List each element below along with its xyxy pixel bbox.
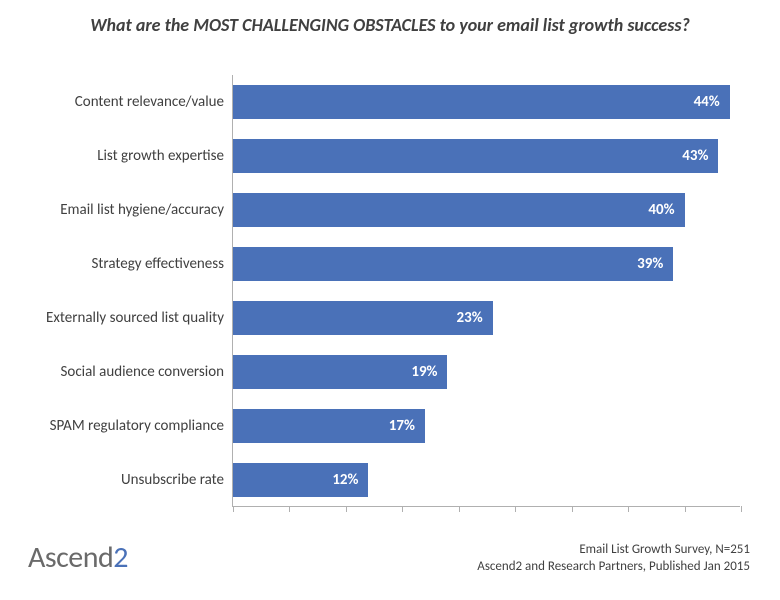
category-label: Email list hygiene/accuracy <box>4 202 224 219</box>
bar-value-label: 43% <box>682 147 708 165</box>
bar: 40% <box>233 193 685 227</box>
category-label: Social audience conversion <box>4 364 224 381</box>
bar-row: 40% <box>233 193 685 227</box>
bar-row: 17% <box>233 409 425 443</box>
bar-value-label: 44% <box>694 93 720 111</box>
bar-row: 44% <box>233 85 730 119</box>
x-tick <box>402 506 403 512</box>
bar-value-label: 12% <box>332 471 358 489</box>
logo-main: Ascend <box>28 539 113 576</box>
footer-attribution: Email List Growth Survey, N=251 Ascend2 … <box>477 541 750 576</box>
bar: 44% <box>233 85 730 119</box>
plot-area: 44% 43% 40% 39% 23% 19% 17% 12% <box>232 75 740 507</box>
x-tick <box>685 506 686 512</box>
bar-row: 23% <box>233 301 493 335</box>
x-tick <box>233 506 234 512</box>
x-tick <box>346 506 347 512</box>
chart-title: What are the MOST CHALLENGING OBSTACLES … <box>0 0 780 43</box>
bar-row: 19% <box>233 355 447 389</box>
footer-line-2: Ascend2 and Research Partners, Published… <box>477 558 750 576</box>
logo-accent: 2 <box>113 539 128 576</box>
category-label: SPAM regulatory compliance <box>4 418 224 435</box>
bar-value-label: 39% <box>637 255 663 273</box>
bar-value-label: 23% <box>457 309 483 327</box>
x-tick <box>515 506 516 512</box>
category-label: Strategy effectiveness <box>4 256 224 273</box>
category-label: Externally sourced list quality <box>4 310 224 327</box>
bar: 17% <box>233 409 425 443</box>
bar: 19% <box>233 355 447 389</box>
bar: 12% <box>233 463 368 497</box>
bar-row: 39% <box>233 247 673 281</box>
footer-line-1: Email List Growth Survey, N=251 <box>477 541 750 559</box>
bar: 43% <box>233 139 718 173</box>
x-tick <box>572 506 573 512</box>
x-tick <box>628 506 629 512</box>
x-tick <box>289 506 290 512</box>
brand-logo: Ascend2 <box>28 539 128 576</box>
x-tick <box>459 506 460 512</box>
x-tick <box>741 506 742 512</box>
bar-row: 12% <box>233 463 368 497</box>
category-label: Content relevance/value <box>4 94 224 111</box>
bar-value-label: 19% <box>411 363 437 381</box>
category-label: Unsubscribe rate <box>4 472 224 489</box>
bar-value-label: 40% <box>648 201 674 219</box>
category-label: List growth expertise <box>4 148 224 165</box>
bar: 23% <box>233 301 493 335</box>
bar-row: 43% <box>233 139 718 173</box>
bar-value-label: 17% <box>389 417 415 435</box>
bar: 39% <box>233 247 673 281</box>
